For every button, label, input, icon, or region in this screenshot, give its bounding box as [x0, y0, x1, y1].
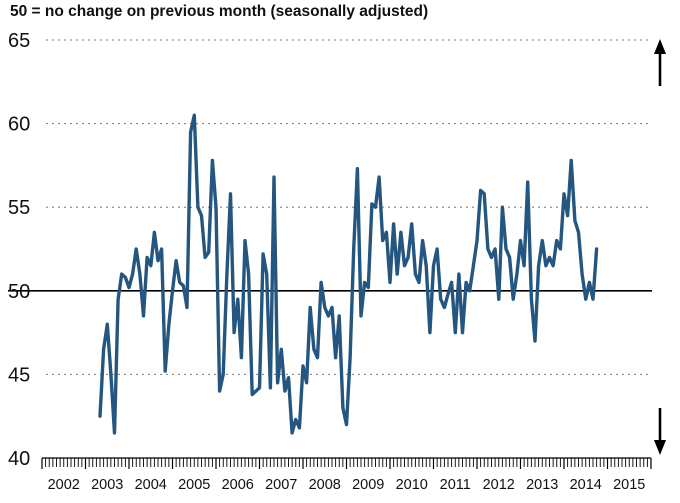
- x-tick-label-2015: 2015: [613, 477, 645, 493]
- x-tick-label-2004: 2004: [135, 477, 167, 493]
- x-tick-label-2014: 2014: [570, 477, 602, 493]
- x-tick-label-2009: 2009: [352, 477, 384, 493]
- arrow-annotations: [654, 39, 666, 455]
- y-tick-label-65: 65: [8, 30, 30, 52]
- y-tick-label-60: 60: [8, 114, 30, 136]
- x-tick-label-2006: 2006: [222, 477, 254, 493]
- x-tick-label-2010: 2010: [396, 477, 428, 493]
- series-line-index: [98, 113, 599, 435]
- grid-lines: [8, 39, 652, 375]
- series-group: [98, 113, 599, 435]
- y-tick-label-55: 55: [8, 197, 30, 219]
- y-tick-labels: 40 45 50 55 60 65: [8, 30, 30, 470]
- x-tick-label-2013: 2013: [526, 477, 558, 493]
- up-arrow-icon: [654, 39, 666, 54]
- x-tick-label-2002: 2002: [48, 477, 80, 493]
- x-tick-label-2008: 2008: [309, 477, 341, 493]
- chart-title: 50 = no change on previous month (season…: [10, 3, 429, 20]
- x-tick-label-2011: 2011: [440, 477, 471, 493]
- y-tick-label-50: 50: [8, 281, 30, 303]
- y-tick-label-45: 45: [8, 364, 30, 386]
- x-axis: 2002 2003 2004 2005 2006 2007 2008 2009 2010 2011…: [41, 457, 652, 493]
- x-tick-label-2012: 2012: [483, 477, 515, 493]
- down-arrow-icon: [654, 440, 666, 455]
- x-tick-label-2003: 2003: [91, 477, 123, 493]
- x-tick-label-2005: 2005: [178, 477, 210, 493]
- y-tick-label-40: 40: [8, 448, 30, 470]
- x-tick-label-2007: 2007: [265, 477, 297, 493]
